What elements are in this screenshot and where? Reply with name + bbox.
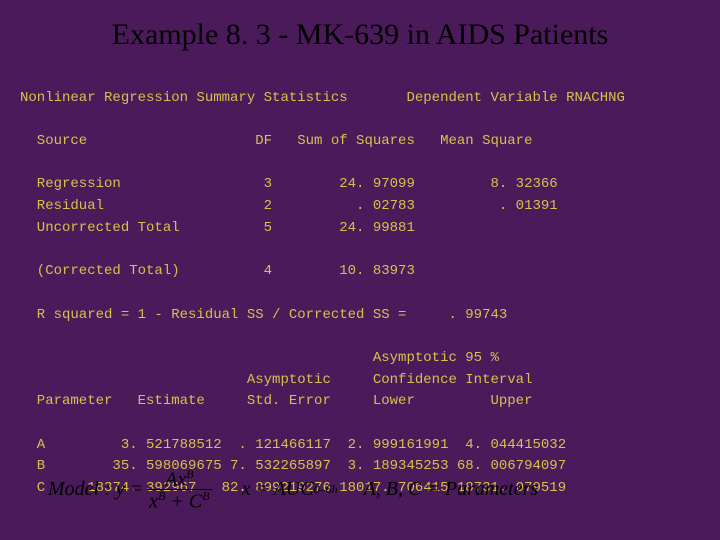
model-label: Model : [48, 478, 111, 501]
model-num-sup: B [186, 467, 193, 481]
model-den-plus: + [165, 491, 189, 513]
anova-row-corrected: (Corrected Total) 4 10. 83973 [20, 263, 415, 279]
slide-title: Example 8. 3 - MK-639 in AIDS Patients [20, 18, 700, 52]
model-eq: = [130, 478, 144, 501]
anova-row-residual: Residual 2 . 02783 . 01391 [20, 198, 558, 214]
model-den-c: C [189, 491, 202, 513]
model-den-c-sup: B [202, 489, 209, 503]
model-den-x: x [149, 491, 158, 513]
anova-row-regression: Regression 3 24. 97099 8. 32366 [20, 176, 558, 192]
model-params: A, B, C = Parameters [364, 478, 539, 501]
model-equation: Model : y = AxB xB + CB x = AUC0–6h A, B… [48, 468, 538, 512]
param-header-2: Asymptotic Confidence Interval [20, 372, 532, 388]
model-num: Ax [165, 468, 186, 490]
model-y: y [116, 478, 125, 501]
header-line: Nonlinear Regression Summary Statistics … [20, 90, 625, 106]
rsquared-line: R squared = 1 - Residual SS / Corrected … [20, 307, 507, 323]
anova-row-uncorrected: Uncorrected Total 5 24. 99881 [20, 220, 415, 236]
model-x-def: x = AUC [242, 478, 314, 501]
param-header-3: Parameter Estimate Std. Error Lower Uppe… [20, 393, 532, 409]
anova-col-header: Source DF Sum of Squares Mean Square [20, 133, 532, 149]
model-x-sub: 0–6h [314, 482, 338, 497]
param-row-a: A 3. 521788512 . 121466117 2. 999161991 … [20, 437, 566, 453]
model-fraction: AxB xB + CB [147, 468, 211, 512]
param-header-1: Asymptotic 95 % [20, 350, 499, 366]
stats-block: Nonlinear Regression Summary Statistics … [20, 66, 700, 500]
